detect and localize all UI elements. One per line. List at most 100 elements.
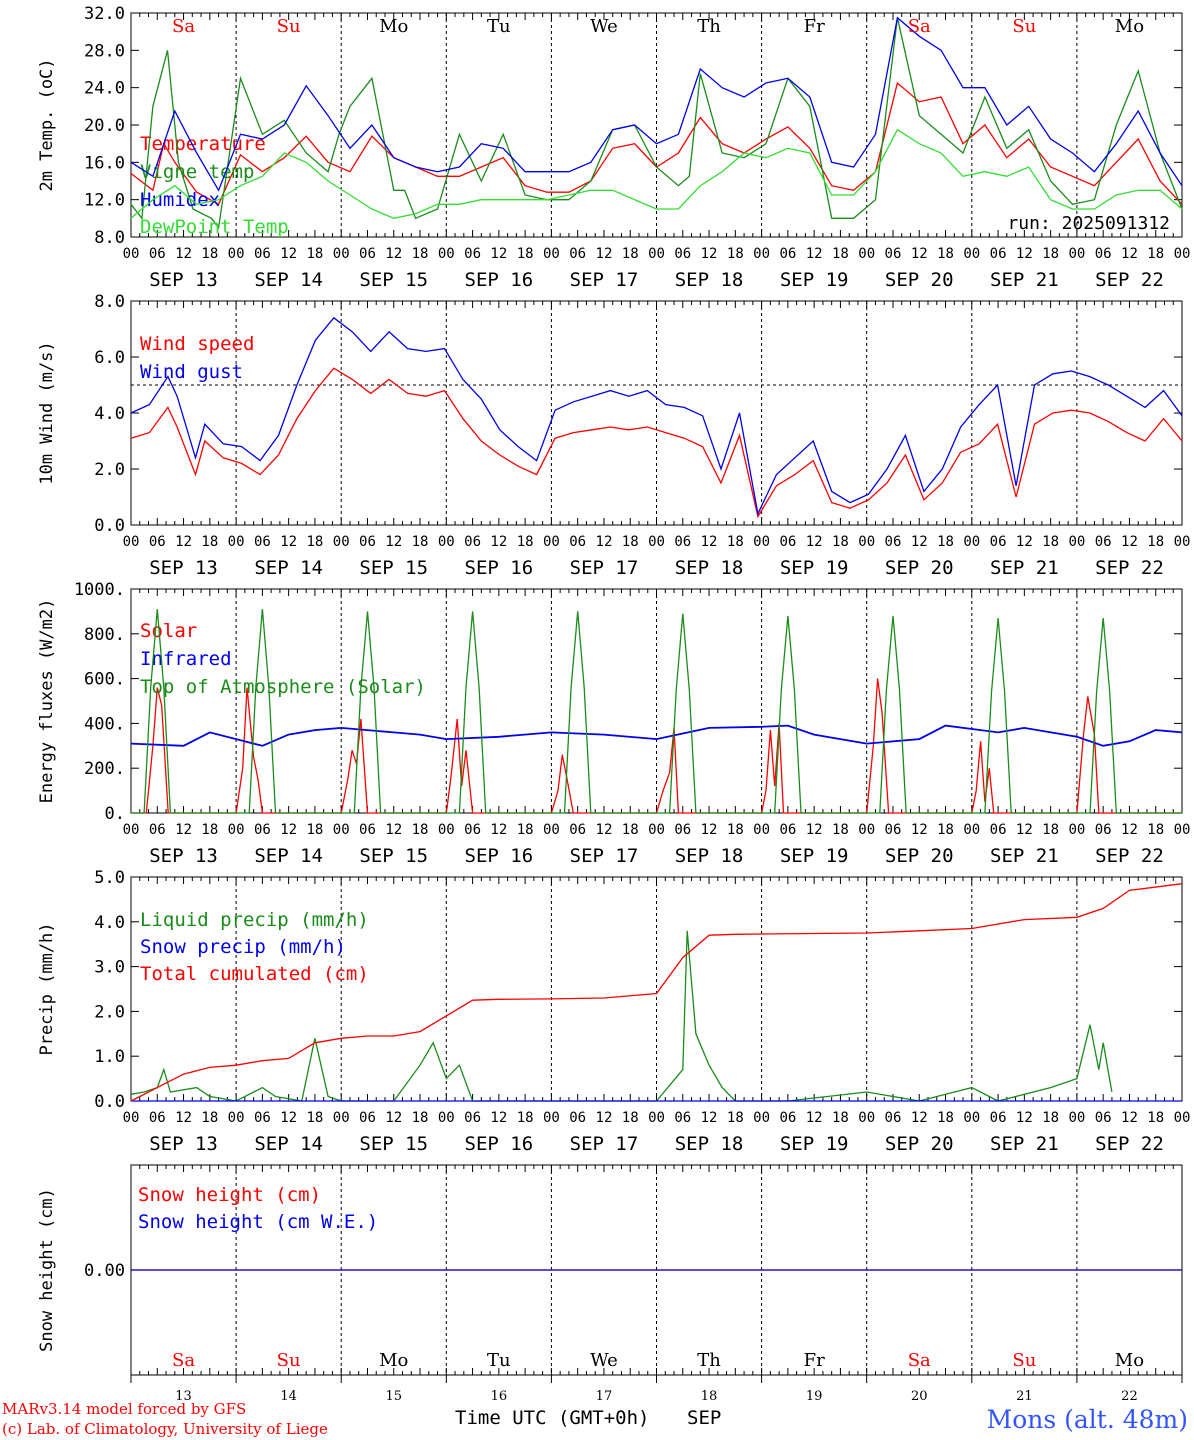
run-label: run: 2025091312	[1007, 213, 1170, 234]
date-label: SEP 15	[359, 1133, 428, 1155]
hour-tick-label: 06	[464, 534, 481, 550]
hour-tick-label: 12	[490, 534, 507, 550]
hour-tick-label: 06	[674, 822, 691, 838]
day-number-label: 20	[911, 1389, 928, 1404]
date-label: SEP 14	[254, 269, 323, 291]
y-tick-label: 6.0	[94, 348, 125, 368]
weekday-label: Sa	[908, 1350, 931, 1371]
hour-tick-label: 12	[385, 246, 402, 262]
hour-tick-label: 06	[149, 1110, 166, 1126]
y-tick-label: 4.0	[94, 913, 125, 933]
series-line	[130, 367, 1183, 519]
weekday-label: Th	[697, 1350, 721, 1371]
y-tick-label: 20.0	[84, 116, 125, 136]
hour-tick-label: 06	[569, 822, 586, 838]
y-tick-label: 28.0	[84, 41, 125, 61]
weekday-label: Mo	[379, 16, 408, 37]
hour-tick-label: 00	[543, 534, 560, 550]
weekday-label: We	[590, 1350, 618, 1371]
y-tick-label: 400.	[84, 714, 125, 734]
weekday-label: Su	[1012, 1350, 1036, 1371]
panels: 8.0 12.0 16.0 20.0 24.0 28.0 32.0 2m Temp. (oC)…	[37, 4, 1190, 1404]
hour-tick-label: 18	[306, 534, 323, 550]
hour-tick-label: 06	[990, 1110, 1007, 1126]
hour-tick-label: 12	[806, 1110, 823, 1126]
date-label: SEP 16	[465, 269, 534, 291]
day-number-label: 18	[701, 1389, 718, 1404]
hour-tick-label: 06	[149, 246, 166, 262]
series-line	[130, 16, 1183, 192]
date-label: SEP 18	[675, 269, 744, 291]
hour-tick-label: 18	[412, 534, 429, 550]
model-credit: MARv3.14 model forced by GFS	[2, 1400, 246, 1418]
y-tick-label: 24.0	[84, 79, 125, 99]
date-label: SEP 19	[780, 845, 849, 867]
date-label: SEP 22	[1095, 269, 1164, 291]
date-label: SEP 20	[885, 845, 954, 867]
hour-tick-label: 18	[727, 1110, 744, 1126]
hour-tick-label: 12	[385, 1110, 402, 1126]
hour-tick-label: 00	[858, 822, 875, 838]
hour-tick-label: 06	[990, 246, 1007, 262]
hour-tick-label: 00	[858, 246, 875, 262]
date-label: SEP 13	[149, 1133, 218, 1155]
legend-entry: Snow precip (mm/h)	[140, 936, 346, 958]
hour-tick-label: 00	[438, 822, 455, 838]
hour-tick-label: 00	[228, 246, 245, 262]
day-number-label: 17	[596, 1389, 613, 1404]
hour-tick-label: 18	[1042, 822, 1059, 838]
weekday-label: Fr	[804, 16, 825, 37]
hour-tick-label: 00	[333, 534, 350, 550]
hour-tick-label: 06	[779, 822, 796, 838]
y-tick-label: 0.0	[94, 516, 125, 536]
hour-tick-label: 12	[385, 534, 402, 550]
hour-tick-label: 00	[1174, 1110, 1191, 1126]
hour-tick-label: 06	[149, 534, 166, 550]
hour-tick-label: 12	[1016, 1110, 1033, 1126]
y-tick-label: 0.00	[84, 1261, 125, 1281]
date-label: SEP 18	[675, 845, 744, 867]
hour-tick-label: 06	[254, 534, 271, 550]
day-number-label: 21	[1016, 1389, 1033, 1404]
hour-tick-label: 12	[175, 534, 192, 550]
day-number-label: 19	[806, 1389, 823, 1404]
hour-tick-label: 18	[832, 246, 849, 262]
weekday-label: Tu	[487, 16, 511, 37]
day-number-label: 14	[280, 1389, 297, 1404]
y-axis-title: Energy fluxes (W/m2)	[37, 599, 57, 804]
hour-tick-label: 12	[701, 1110, 718, 1126]
time-axis-label: Time UTC (GMT+0h)	[455, 1407, 649, 1429]
date-label: SEP 18	[675, 557, 744, 579]
legend-entry: Wind speed	[140, 333, 254, 355]
chart-panel-4: 0.0 1.0 2.0 3.0 4.0 5.0 Precip (mm/h) Liquid pr…	[37, 868, 1190, 1155]
series-line	[131, 678, 1182, 814]
plot-frame	[130, 300, 1183, 526]
legend-entry: Top of Atmosphere (Solar)	[140, 676, 426, 698]
hour-tick-label: 12	[1121, 534, 1138, 550]
hour-tick-label: 00	[333, 246, 350, 262]
date-label: SEP 20	[885, 269, 954, 291]
weekday-label: Su	[277, 16, 301, 37]
hour-tick-label: 12	[911, 1110, 928, 1126]
y-tick-label: 16.0	[84, 153, 125, 173]
hour-tick-label: 00	[1174, 822, 1191, 838]
hour-tick-label: 06	[674, 246, 691, 262]
date-label: SEP 13	[149, 557, 218, 579]
hour-tick-label: 00	[1068, 822, 1085, 838]
weekday-label: Sa	[172, 16, 195, 37]
hour-tick-label: 00	[648, 1110, 665, 1126]
hour-tick-label: 12	[806, 246, 823, 262]
hour-tick-label: 00	[543, 1110, 560, 1126]
weekday-label: Su	[277, 1350, 301, 1371]
hour-tick-label: 18	[622, 1110, 639, 1126]
weekday-label: Fr	[804, 1350, 825, 1371]
date-label: SEP 15	[359, 557, 428, 579]
hour-tick-label: 12	[596, 534, 613, 550]
chart-panel-2: 0.0 2.0 4.0 6.0 8.0 10m Wind (m/s) Wind speed W…	[37, 292, 1190, 579]
hour-tick-label: 12	[806, 822, 823, 838]
hour-tick-label: 18	[1147, 534, 1164, 550]
hour-tick-label: 06	[149, 822, 166, 838]
hour-tick-label: 00	[228, 534, 245, 550]
y-tick-label: 200.	[84, 759, 125, 779]
hour-tick-label: 18	[727, 822, 744, 838]
